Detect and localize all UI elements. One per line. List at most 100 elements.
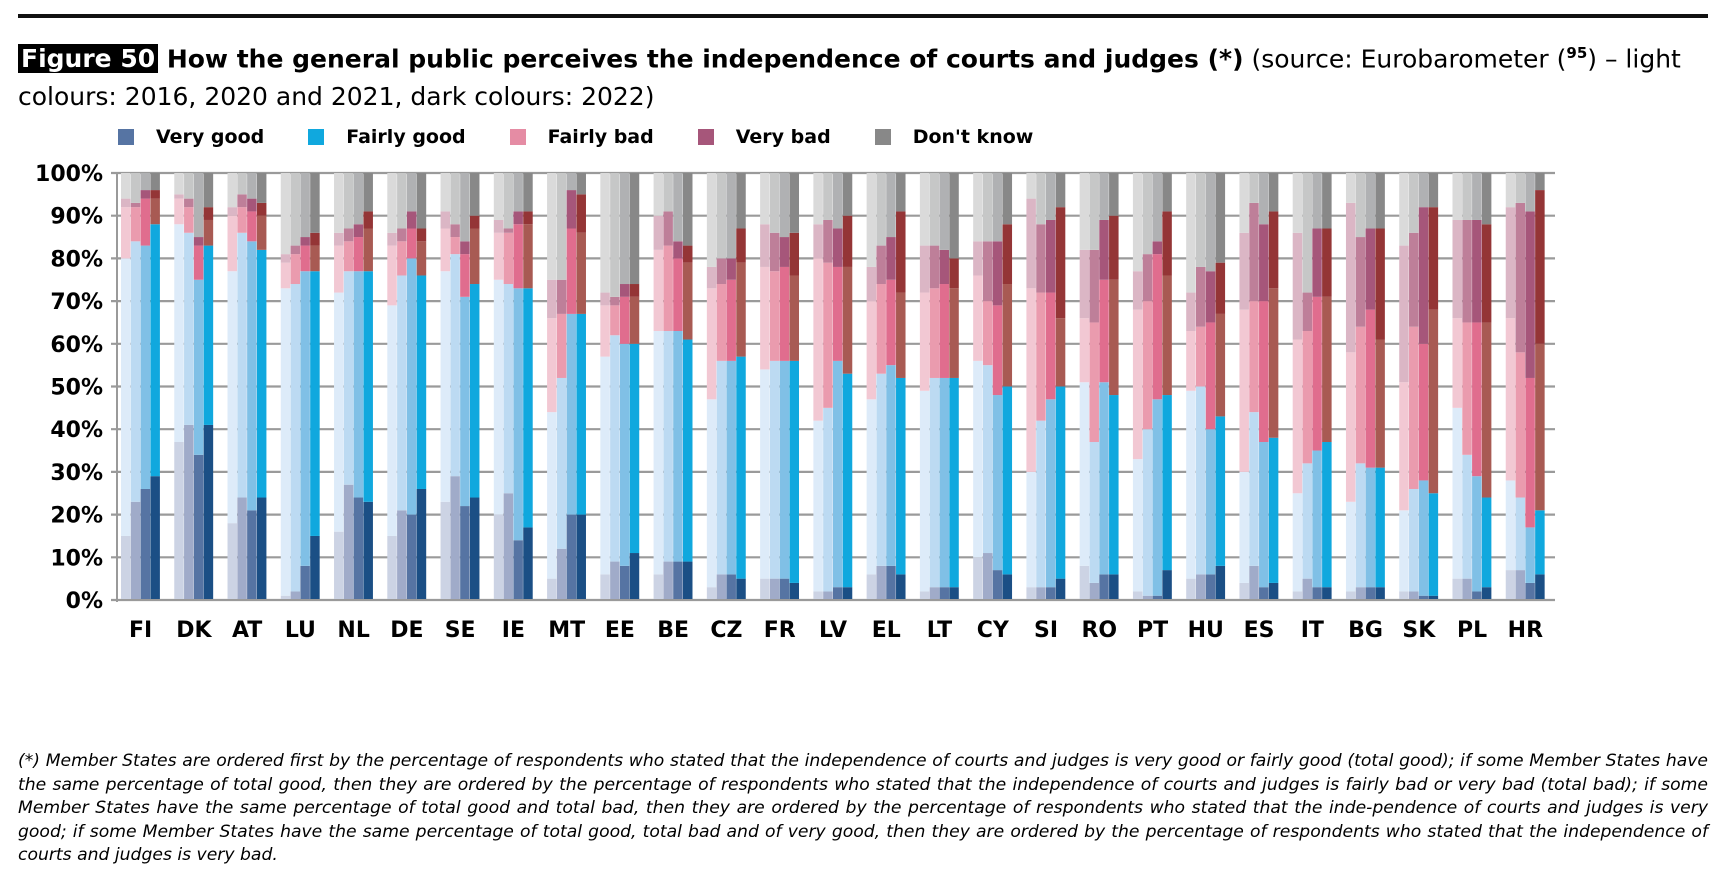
bar-segment-ee-2020-very-bad: EE 2020 Very bad: 2% [610, 296, 620, 306]
top-rule [18, 14, 1708, 18]
bar-segment-bg-2016-fairly-good: BG 2016 Fairly good: 21% [1345, 501, 1356, 592]
x-tick-label: LV [819, 618, 847, 643]
bar-segment-ro-2021-don-t-know: RO 2021 Don't know: 11% [1099, 173, 1109, 220]
legend-label: Don't know [912, 126, 1034, 148]
bar-segment-ee-2022-very-bad: EE 2022 Very bad: 3% [629, 284, 640, 297]
bar-segment-el-2022-very-bad: EL 2022 Very bad: 19% [896, 211, 906, 293]
bar-segment-fi-2020-very-good: FI 2020 Very good: 23% [130, 501, 141, 600]
bar-segment-bg-2022-very-bad: BG 2022 Very bad: 26% [1375, 228, 1385, 340]
bar-segment-ie-2022-don-t-know: IE 2022 Don't know: 9% [523, 173, 533, 212]
bar-segment-fi-2016-don-t-know: FI 2016 Don't know: 6% [121, 173, 131, 199]
bar-segment-nl-2016-very-good: NL 2016 Very good: 16% [334, 531, 344, 600]
footnote-reference[interactable]: 95 [1566, 44, 1588, 62]
bar-segment-dk-2016-very-good: DK 2016 Very good: 37% [174, 442, 184, 600]
bar-segment-hr-2020-very-good: HR 2020 Very good: 7% [1515, 570, 1526, 600]
bar-segment-dk-2016-fairly-good: DK 2016 Fairly good: 51% [174, 224, 184, 443]
bar-segment-pt-2016-very-good: PT 2016 Very good: 2% [1132, 591, 1143, 600]
bar-segment-lv-2022-very-bad: LV 2022 Very bad: 12% [842, 215, 853, 267]
bar-segment-cz-2022-very-good: CZ 2022 Very good: 5% [736, 578, 746, 600]
bar-segment-sk-2022-don-t-know: SK 2022 Don't know: 8% [1428, 173, 1439, 208]
bar-segment-pl-2016-very-good: PL 2016 Very good: 5% [1452, 578, 1462, 600]
bar-segment-se-2021-very-good: SE 2021 Very good: 22% [460, 506, 470, 600]
bar-segment-lu-2021-very-bad: LU 2021 Very bad: 2% [300, 237, 310, 246]
bar-segment-ie-2020-very-bad: IE 2020 Very bad: 1% [503, 228, 514, 233]
bar-segment-fr-2020-fairly-bad: FR 2020 Fairly bad: 21% [769, 271, 780, 361]
bar-segment-bg-2016-don-t-know: BG 2016 Don't know: 7% [1345, 173, 1356, 203]
bar-segment-el-2016-fairly-good: EL 2016 Fairly good: 41% [866, 399, 877, 575]
bar-segment-cz-2016-fairly-good: CZ 2016 Fairly good: 44% [706, 399, 717, 588]
bar-segment-lv-2016-don-t-know: LV 2016 Don't know: 12% [813, 173, 823, 225]
legend-item-fairly-bad: Fairly bad [509, 126, 654, 148]
x-tick-label: DK [176, 618, 212, 643]
bar-segment-it-2021-fairly-bad: IT 2021 Fairly bad: 36% [1312, 296, 1322, 451]
bar-segment-es-2021-very-bad: ES 2021 Very bad: 18% [1259, 224, 1269, 302]
bar-segment-de-2021-fairly-bad: DE 2021 Fairly bad: 7% [406, 228, 417, 259]
bar-segment-bg-2021-very-bad: BG 2021 Very bad: 19% [1365, 228, 1376, 310]
bar-segment-it-2022-very-good: IT 2022 Very good: 3% [1322, 587, 1332, 600]
bar-segment-be-2020-don-t-know: BE 2020 Don't know: 9% [663, 173, 673, 212]
x-tick-label: MT [548, 618, 585, 643]
bar-segment-lv-2022-fairly-bad: LV 2022 Fairly bad: 25% [842, 266, 853, 374]
bar-segment-pl-2020-fairly-good: PL 2020 Fairly good: 29% [1462, 454, 1472, 579]
bar-segment-hr-2022-fairly-bad: HR 2022 Fairly bad: 39% [1535, 343, 1545, 511]
bar-segment-fi-2020-very-bad: FI 2020 Very bad: 1% [130, 202, 141, 208]
bar-segment-hr-2016-very-good: HR 2016 Very good: 7% [1505, 570, 1516, 600]
bar-segment-ee-2020-don-t-know: EE 2020 Don't know: 29% [610, 173, 620, 297]
bar-segment-el-2022-don-t-know: EL 2022 Don't know: 9% [896, 173, 906, 212]
bar-segment-ie-2021-very-bad: IE 2021 Very bad: 3% [513, 211, 523, 225]
bar-segment-nl-2022-very-bad: NL 2022 Very bad: 4% [363, 211, 373, 229]
y-tick-label: 60% [50, 333, 103, 358]
bar-segment-cz-2020-fairly-bad: CZ 2020 Fairly bad: 18% [716, 284, 727, 361]
bar-segment-el-2020-very-good: EL 2020 Very good: 8% [876, 565, 886, 600]
bar-segment-el-2022-fairly-good: EL 2022 Fairly good: 46% [896, 377, 906, 575]
bar-segment-sk-2020-fairly-bad: SK 2020 Fairly bad: 38% [1409, 326, 1419, 489]
bar-segment-dk-2016-very-bad: DK 2016 Very bad: 1% [174, 194, 184, 199]
bar-segment-fr-2016-don-t-know: FR 2016 Don't know: 12% [760, 173, 770, 225]
bar-segment-fr-2021-don-t-know: FR 2021 Don't know: 15% [779, 173, 790, 238]
figure-title-years: ) – light colours: 2016, 2020 and 2021, … [18, 44, 1681, 112]
bar-segment-nl-2016-don-t-know: NL 2016 Don't know: 14% [334, 173, 344, 233]
bar-segment-es-2020-very-bad: ES 2020 Very bad: 23% [1249, 202, 1259, 302]
bar-segment-si-2020-fairly-bad: SI 2020 Fairly bad: 30% [1036, 292, 1046, 421]
country-group-pt: PT 2016 Very good: 2%PT 2016 Fairly good… [1132, 173, 1172, 600]
bar-segment-fr-2020-don-t-know: FR 2020 Don't know: 14% [769, 173, 780, 233]
bar-segment-hr-2022-very-good: HR 2022 Very good: 6% [1535, 574, 1545, 600]
bar-segment-fi-2021-don-t-know: FI 2021 Don't know: 4% [140, 173, 151, 191]
country-group-es: ES 2016 Very good: 4%ES 2016 Fairly good… [1239, 173, 1279, 600]
bar-segment-de-2021-don-t-know: DE 2021 Don't know: 9% [406, 173, 417, 212]
bar-segment-pl-2016-fairly-bad: PL 2016 Fairly bad: 21% [1452, 318, 1462, 408]
bar-segment-de-2016-fairly-good: DE 2016 Fairly good: 54% [387, 305, 397, 536]
bar-segment-ie-2022-very-good: IE 2022 Very good: 17% [523, 527, 533, 600]
bar-segment-si-2021-fairly-good: SI 2021 Fairly good: 44% [1046, 399, 1056, 588]
bar-segment-ro-2021-very-bad: RO 2021 Very bad: 14% [1099, 219, 1109, 280]
bar-segment-be-2020-very-good: BE 2020 Very good: 9% [663, 561, 673, 600]
bar-segment-es-2021-fairly-bad: ES 2021 Fairly bad: 33% [1259, 301, 1269, 443]
bar-segment-mt-2020-fairly-bad: MT 2020 Fairly bad: 15% [556, 313, 567, 378]
bar-segment-si-2022-very-bad: SI 2022 Very bad: 26% [1055, 207, 1066, 319]
bars: FI 2016 Very good: 15%FI 2016 Fairly goo… [121, 173, 1545, 600]
bar-segment-be-2016-fairly-good: BE 2016 Fairly good: 57% [653, 330, 664, 575]
bar-segment-sk-2016-don-t-know: SK 2016 Don't know: 17% [1399, 173, 1409, 246]
bar-segment-pl-2016-fairly-good: PL 2016 Fairly good: 40% [1452, 407, 1462, 579]
bar-segment-nl-2016-very-bad: NL 2016 Very bad: 3% [334, 232, 344, 246]
bar-segment-ee-2021-very-bad: EE 2021 Very bad: 3% [619, 284, 630, 297]
bar-segment-cz-2022-fairly-bad: CZ 2022 Fairly bad: 22% [736, 262, 746, 357]
x-tick-label: DE [390, 618, 423, 643]
x-tick-label: BG [1348, 618, 1383, 643]
legend-label: Very bad [735, 126, 831, 148]
bar-segment-es-2016-very-good: ES 2016 Very good: 4% [1239, 582, 1249, 600]
y-tick-label: 50% [50, 376, 103, 401]
bar-segment-be-2021-don-t-know: BE 2021 Don't know: 16% [673, 173, 683, 242]
bar-segment-be-2021-fairly-bad: BE 2021 Fairly bad: 17% [673, 258, 683, 331]
bar-segment-hr-2022-very-bad: HR 2022 Very bad: 36% [1535, 190, 1545, 344]
bar-segment-nl-2020-fairly-bad: NL 2020 Fairly bad: 7% [343, 241, 354, 272]
bar-segment-lt-2021-very-good: LT 2021 Very good: 3% [939, 587, 949, 600]
bar-segment-lu-2022-fairly-bad: LU 2022 Fairly bad: 6% [310, 245, 320, 272]
country-group-hr: HR 2016 Very good: 7%HR 2016 Fairly good… [1505, 173, 1545, 600]
bar-segment-pl-2022-very-good: PL 2022 Very good: 3% [1481, 587, 1492, 600]
bar-segment-lt-2021-very-bad: LT 2021 Very bad: 8% [939, 249, 949, 285]
bar-segment-si-2016-don-t-know: SI 2016 Don't know: 6% [1026, 173, 1036, 199]
chart-legend: Very good Fairly good Fairly bad Very ba… [118, 126, 1077, 148]
bar-segment-cy-2021-fairly-bad: CY 2021 Fairly bad: 21% [992, 305, 1003, 396]
bar-segment-ee-2016-don-t-know: EE 2016 Don't know: 28% [600, 173, 610, 293]
